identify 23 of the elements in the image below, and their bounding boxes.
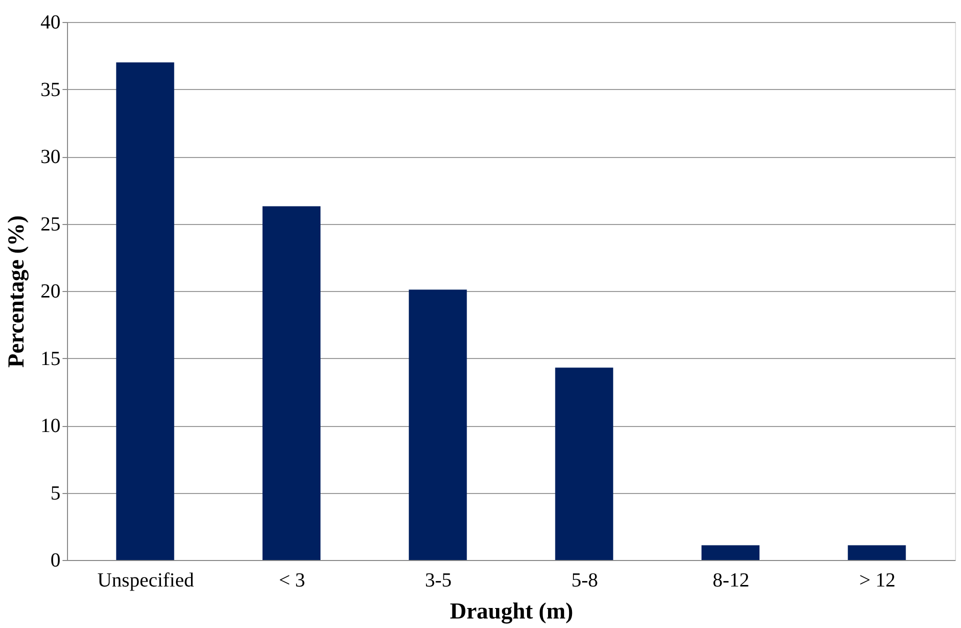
y-tick-label: 10 (40, 415, 60, 437)
bar (408, 290, 467, 560)
y-tick-label: 5 (50, 482, 60, 504)
y-tick-label: 25 (40, 213, 60, 236)
x-tick-label: > 12 (859, 570, 896, 592)
y-tick-label: 15 (40, 348, 60, 370)
y-tick-label: 20 (40, 280, 60, 302)
bar (702, 545, 760, 560)
x-tick-label: Unspecified (97, 570, 194, 592)
y-tick-label: 30 (40, 146, 60, 168)
bar (262, 206, 320, 560)
x-tick-label: 8-12 (712, 570, 750, 592)
bar (555, 368, 614, 560)
bar (848, 545, 906, 560)
x-tick-label: 3-5 (424, 570, 452, 592)
bar (116, 62, 174, 560)
y-tick-label: 40 (40, 12, 60, 34)
x-axis-title: Draught (m) (450, 598, 574, 624)
y-tick-label: 35 (40, 78, 60, 101)
x-tick-label: < 3 (278, 570, 306, 592)
y-tick-label: 0 (50, 550, 60, 572)
y-axis-title: Percentage (%) (4, 215, 30, 368)
x-tick-label: 5-8 (571, 570, 598, 592)
